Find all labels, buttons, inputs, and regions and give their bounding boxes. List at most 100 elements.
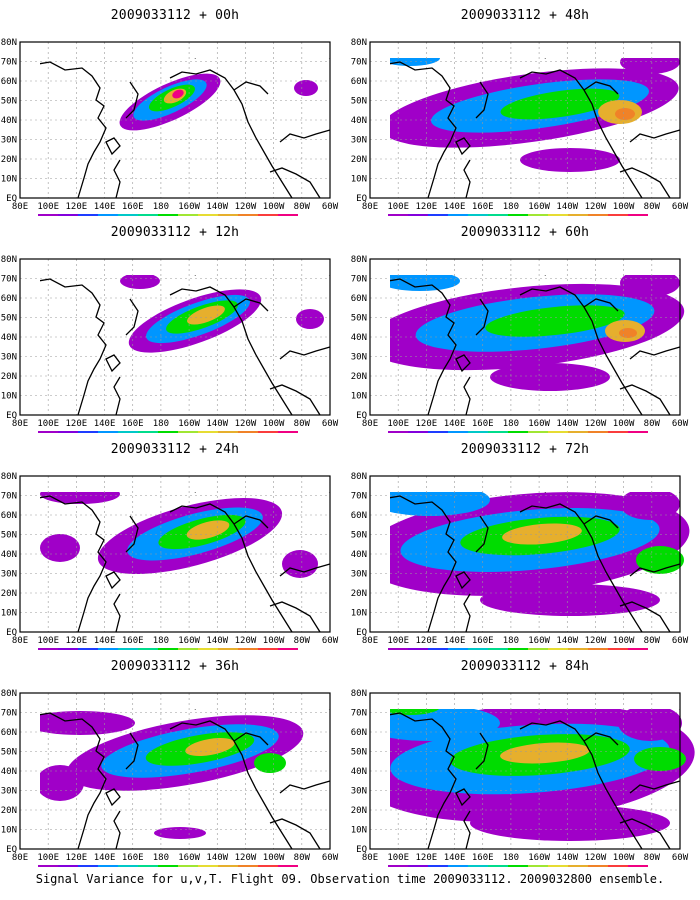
colorbar-swatch [568,648,588,650]
lon-label: 140E [94,419,116,429]
colorbar-swatch [568,431,588,433]
lon-label: 100E [37,853,59,863]
colorbar-swatch [118,865,138,867]
colorbar-swatch [98,648,118,650]
colorbar-swatch [508,431,528,433]
lon-label: 120E [416,419,438,429]
colorbar-swatch [58,431,78,433]
lat-label: EQ [6,194,17,204]
colorbar-swatch [98,865,118,867]
colorbar-swatch [138,214,158,216]
lon-label: 80E [12,202,28,212]
lon-label: 120W [585,202,607,212]
lon-label: 120E [416,202,438,212]
lon-label: 60W [322,419,339,429]
variance-contour [154,827,206,839]
colorbar-swatch [198,865,218,867]
map-frame [369,692,681,850]
variance-contour [254,753,286,773]
lon-label: 140W [206,636,228,646]
lon-label: 80E [362,853,378,863]
colorbar-swatch [588,865,608,867]
variance-contour [185,738,235,756]
lat-label: 50N [351,314,367,324]
lon-label: 140W [556,636,578,646]
lat-label: 20N [1,806,17,816]
lat-label: 50N [351,748,367,758]
lon-label: 180 [503,202,519,212]
lat-label: 10N [351,609,367,619]
colorbar-swatch [58,865,78,867]
colorbar-swatch [238,431,258,433]
variance-contour [502,523,582,545]
colorbar-swatch [388,865,408,867]
colorbar-swatch [608,648,628,650]
colorbar-swatch [448,431,468,433]
colorbar-swatch [548,214,568,216]
lat-label: 30N [1,353,17,363]
colorbar-swatch [408,648,428,650]
colorbar-swatch [238,648,258,650]
coastline [390,275,681,416]
lat-label: 80N [351,472,367,482]
lon-label: 100W [263,419,285,429]
lat-label: 60N [1,728,17,738]
variance-contour [390,275,460,291]
lat-label: 50N [1,97,17,107]
lat-label: 10N [351,392,367,402]
colorbar-swatch [608,865,628,867]
lon-label: 60W [672,202,689,212]
colorbar-swatch [628,865,648,867]
lat-label: 30N [1,136,17,146]
variance-contour [490,363,610,391]
lon-label: 120E [66,202,88,212]
lat-label: 60N [351,294,367,304]
map-frame [19,41,331,199]
variance-contour [40,534,80,562]
colorbar-swatch [118,214,138,216]
lon-label: 80E [12,419,28,429]
lon-label: 60W [672,853,689,863]
panel-title: 2009033112 + 12h [110,225,240,240]
lon-label: 100E [387,202,409,212]
lon-label: 60W [672,419,689,429]
lon-label: 100W [263,636,285,646]
colorbar-swatch [388,431,408,433]
colorbar-swatch [38,648,58,650]
lon-label: 180 [153,202,169,212]
panel-title: 2009033112 + 84h [460,659,590,674]
lon-label: 120W [235,419,257,429]
map-panel: 2009033112 + 12h 80N 70N 60N 50N 40N 30N 20N 10N… [0,217,350,433]
colorbar-swatch [278,865,298,867]
lat-label: 20N [1,155,17,165]
variance-contour [120,275,160,289]
lat-label: 50N [351,531,367,541]
variance-contour [294,80,318,96]
lat-label: EQ [6,845,17,855]
lon-label: 140E [444,419,466,429]
lon-label: 160E [472,853,494,863]
colorbar-swatch [98,214,118,216]
lat-label: 70N [1,58,17,68]
lat-label: 70N [351,492,367,502]
variance-contour [480,584,660,616]
colorbar-swatch [258,431,278,433]
lon-label: 180 [153,853,169,863]
lat-label: 40N [1,550,17,560]
lat-label: 60N [351,77,367,87]
colorbar-swatch [38,214,58,216]
lat-label: 20N [1,589,17,599]
lon-label: 120W [585,636,607,646]
variance-contour [619,328,637,338]
colorbar-swatch [38,865,58,867]
colorbar-swatch [388,648,408,650]
colorbar-swatch [508,648,528,650]
lon-label: 120W [585,853,607,863]
lon-label: 140E [444,853,466,863]
lat-label: 40N [1,116,17,126]
panel-title: 2009033112 + 24h [110,442,240,457]
panel-title: 2009033112 + 72h [460,442,590,457]
map-panel: 2009033112 + 60h 80N 70N 60N 50N 40N 30N 20N 10N… [350,217,700,433]
variance-contour [620,275,680,297]
